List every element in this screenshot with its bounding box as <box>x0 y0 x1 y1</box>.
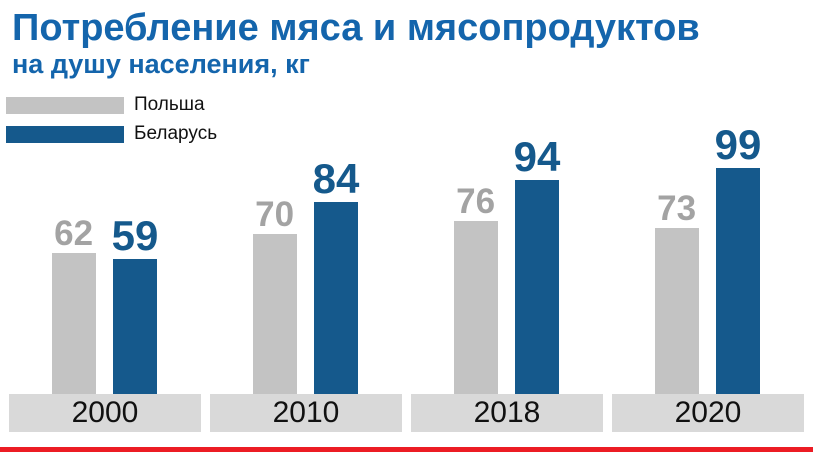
bar-belarus <box>716 168 760 395</box>
bar-value-belarus: 99 <box>714 121 762 169</box>
bars-row: 70 84 <box>210 86 402 395</box>
bar-column-belarus: 99 <box>714 121 762 395</box>
bars-row: 76 94 <box>411 86 603 395</box>
chart-title: Потребление мяса и мясопродуктов <box>12 7 700 49</box>
bar-chart: Польша Беларусь 62 59 2000 70 84 2010 76 94 2018 7… <box>0 86 813 433</box>
year-label: 2018 <box>411 394 603 433</box>
bar-value-poland: 73 <box>657 189 697 229</box>
legend-label: Польша <box>134 94 205 116</box>
header: Потребление мяса и мясопродуктов на душу… <box>0 0 813 80</box>
bar-belarus <box>113 259 157 395</box>
bar-value-poland: 76 <box>456 182 496 222</box>
year-label: 2010 <box>210 394 402 433</box>
legend-swatch <box>6 96 124 114</box>
bar-column-poland: 70 <box>252 195 297 395</box>
bar-value-poland: 62 <box>54 214 94 254</box>
bar-poland <box>453 221 498 395</box>
legend-label: Беларусь <box>134 123 218 145</box>
bar-column-belarus: 59 <box>111 212 159 395</box>
bar-column-poland: 62 <box>51 214 96 395</box>
bar-belarus <box>515 180 559 395</box>
bar-column-poland: 73 <box>654 189 699 395</box>
bars-row: 73 99 <box>612 86 804 395</box>
year-group: 70 84 2010 <box>210 86 402 433</box>
bar-belarus <box>314 202 358 395</box>
bar-poland <box>252 234 297 395</box>
bar-column-poland: 76 <box>453 182 498 395</box>
year-label: 2020 <box>612 394 804 433</box>
bottom-accent-bar <box>0 447 813 452</box>
bar-value-poland: 70 <box>255 195 295 235</box>
bar-value-belarus: 59 <box>111 212 159 260</box>
year-group: 62 59 2000 <box>9 86 201 433</box>
year-group: 73 99 2020 <box>612 86 804 433</box>
bars-row: 62 59 <box>9 86 201 395</box>
year-label: 2000 <box>9 394 201 433</box>
legend: Польша Беларусь <box>6 94 217 145</box>
bar-value-belarus: 94 <box>513 133 561 181</box>
bar-column-belarus: 94 <box>513 133 561 395</box>
legend-item: Беларусь <box>6 123 217 145</box>
bar-column-belarus: 84 <box>312 155 360 395</box>
bar-value-belarus: 84 <box>312 155 360 203</box>
year-group: 76 94 2018 <box>411 86 603 433</box>
chart-subtitle: на душу населения, кг <box>12 49 310 80</box>
legend-item: Польша <box>6 94 217 116</box>
bar-poland <box>51 253 96 395</box>
bar-poland <box>654 228 699 395</box>
legend-swatch <box>6 125 124 143</box>
